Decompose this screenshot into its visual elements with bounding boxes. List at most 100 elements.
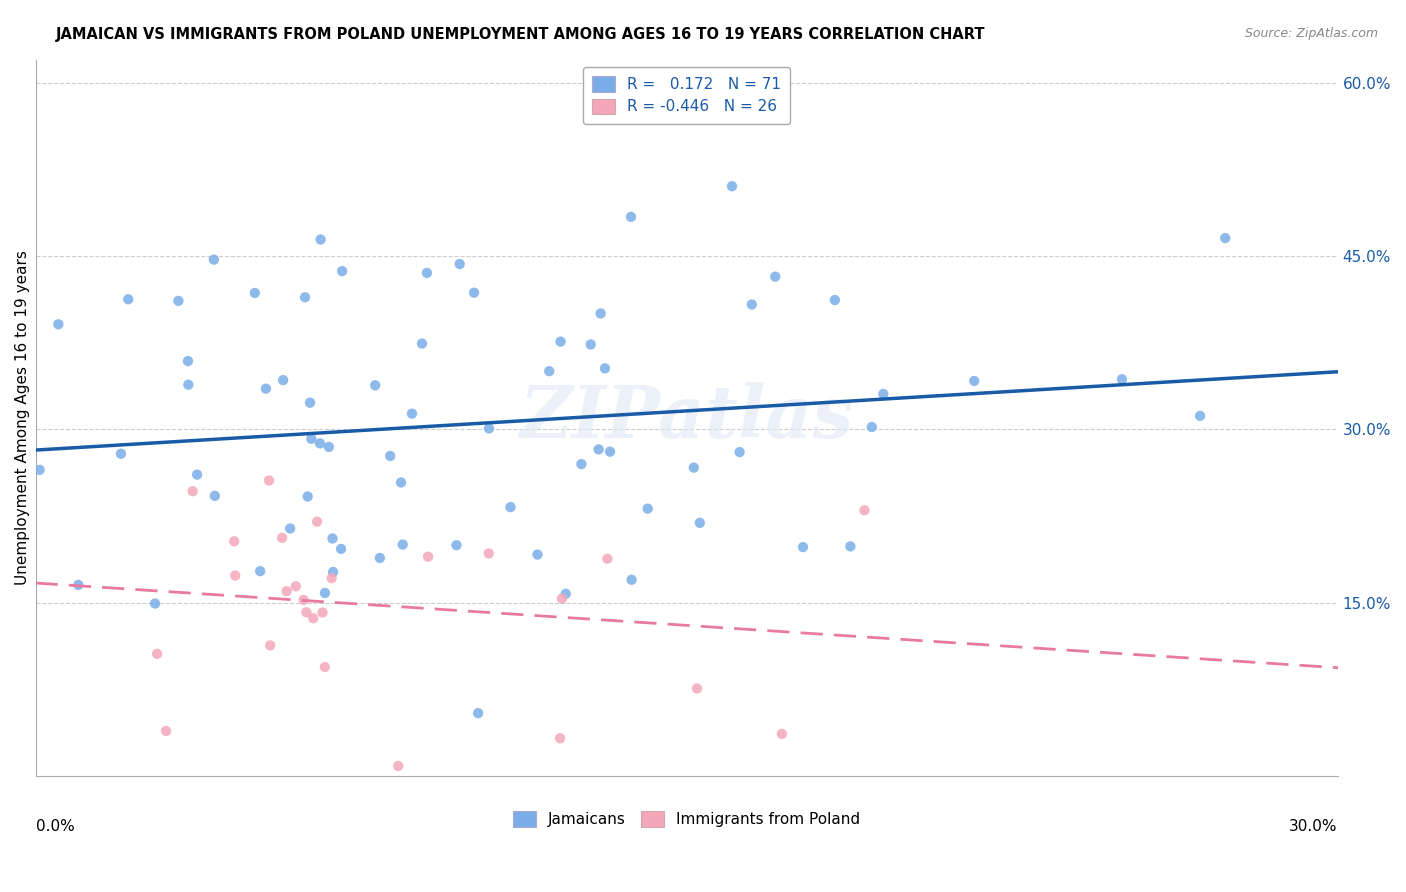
Point — [589, 306, 612, 320]
Point — [551, 591, 574, 606]
Point — [721, 179, 744, 194]
Point — [28, 463, 51, 477]
Text: 30.0%: 30.0% — [1289, 819, 1337, 834]
Point — [321, 532, 343, 546]
Point — [554, 587, 576, 601]
Point — [364, 378, 387, 392]
Point — [321, 571, 343, 585]
Point — [202, 252, 225, 267]
Point — [620, 210, 643, 224]
Text: 0.0%: 0.0% — [35, 819, 75, 834]
Point — [824, 293, 846, 307]
Point — [839, 540, 862, 554]
Point — [167, 293, 190, 308]
Point — [177, 377, 200, 392]
Point — [860, 420, 883, 434]
Point — [593, 361, 616, 376]
Point — [146, 647, 169, 661]
Point — [401, 407, 423, 421]
Point — [249, 564, 271, 578]
Point — [620, 573, 643, 587]
Legend: Jamaicans, Immigrants from Poland: Jamaicans, Immigrants from Poland — [506, 805, 866, 833]
Point — [67, 578, 90, 592]
Point — [792, 540, 814, 554]
Point — [48, 318, 70, 332]
Point — [110, 447, 132, 461]
Point — [478, 421, 501, 435]
Point — [689, 516, 711, 530]
Point — [314, 586, 336, 600]
Text: ZIPatlas: ZIPatlas — [520, 383, 853, 453]
Point — [330, 541, 353, 556]
Point — [309, 436, 332, 450]
Point — [963, 374, 986, 388]
Point — [276, 584, 298, 599]
Point — [322, 565, 344, 579]
Point — [294, 290, 316, 304]
Point — [271, 531, 294, 545]
Text: JAMAICAN VS IMMIGRANTS FROM POLAND UNEMPLOYMENT AMONG AGES 16 TO 19 YEARS CORREL: JAMAICAN VS IMMIGRANTS FROM POLAND UNEMP… — [56, 27, 986, 42]
Point — [763, 269, 786, 284]
Point — [143, 597, 166, 611]
Point — [1213, 231, 1236, 245]
Point — [637, 501, 659, 516]
Point — [478, 546, 501, 560]
Point — [298, 395, 321, 409]
Point — [770, 727, 793, 741]
Point — [446, 538, 468, 552]
Point — [278, 522, 301, 536]
Point — [204, 489, 226, 503]
Point — [271, 373, 294, 387]
Point — [526, 548, 548, 562]
Point — [259, 639, 281, 653]
Point — [1189, 409, 1212, 423]
Point — [297, 490, 319, 504]
Point — [548, 731, 571, 746]
Point — [368, 551, 391, 566]
Point — [318, 440, 340, 454]
Point — [311, 606, 333, 620]
Point — [682, 460, 704, 475]
Point — [117, 293, 139, 307]
Point — [499, 500, 522, 515]
Point — [284, 579, 307, 593]
Point — [181, 484, 204, 499]
Point — [186, 467, 208, 482]
Point — [224, 568, 246, 582]
Point — [389, 475, 412, 490]
Point — [314, 660, 336, 674]
Point — [295, 605, 318, 619]
Point — [177, 354, 200, 368]
Point — [309, 233, 332, 247]
Point — [1111, 372, 1133, 386]
Point — [416, 266, 439, 280]
Point — [872, 387, 894, 401]
Point — [224, 534, 246, 549]
Point — [550, 334, 572, 349]
Point — [728, 445, 751, 459]
Point — [330, 264, 353, 278]
Point — [155, 723, 177, 738]
Point — [387, 759, 409, 773]
Point — [538, 364, 561, 378]
Point — [305, 515, 328, 529]
Point — [588, 442, 610, 457]
Point — [243, 285, 266, 300]
Point — [741, 297, 763, 311]
Point — [571, 457, 593, 471]
Y-axis label: Unemployment Among Ages 16 to 19 years: Unemployment Among Ages 16 to 19 years — [15, 251, 30, 585]
Point — [467, 706, 489, 720]
Point — [411, 336, 433, 351]
Point — [686, 681, 709, 696]
Point — [596, 551, 619, 566]
Point — [380, 449, 402, 463]
Point — [579, 337, 602, 351]
Point — [302, 611, 325, 625]
Point — [254, 382, 277, 396]
Text: Source: ZipAtlas.com: Source: ZipAtlas.com — [1244, 27, 1378, 40]
Point — [463, 285, 485, 300]
Point — [299, 432, 322, 446]
Point — [416, 549, 439, 564]
Point — [257, 474, 280, 488]
Point — [292, 593, 315, 607]
